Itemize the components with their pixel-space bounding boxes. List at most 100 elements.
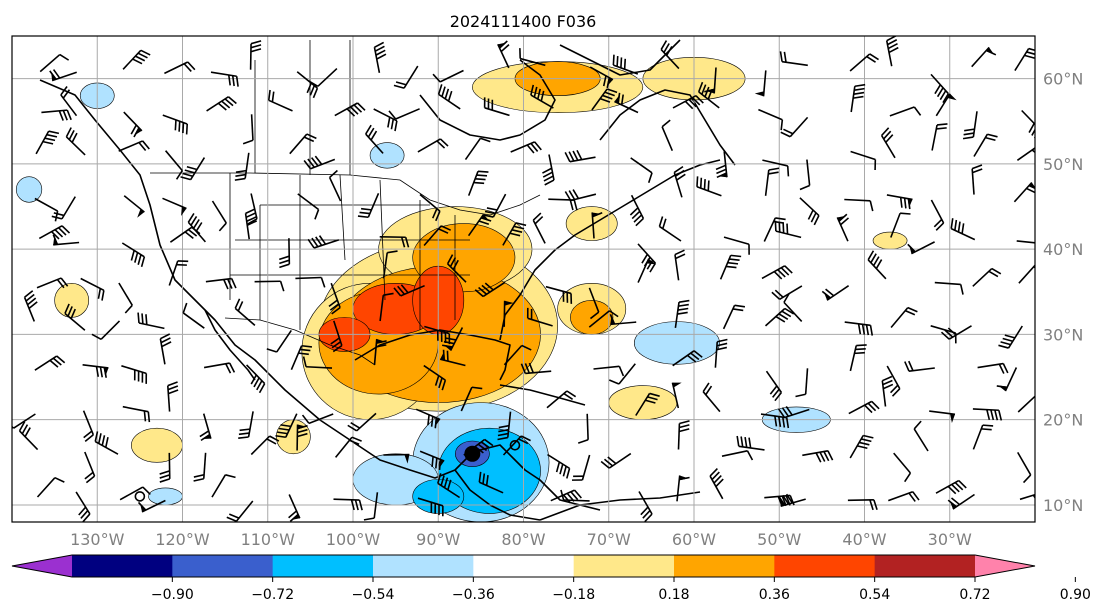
wind-barb (564, 149, 596, 163)
wind-barb (363, 492, 379, 521)
wind-barb (226, 500, 254, 522)
wind-barb (118, 140, 150, 152)
lon-tick-label: 100°W (326, 530, 381, 549)
wind-barb (774, 220, 802, 239)
wind-barb (736, 435, 765, 451)
map-frame (11, 35, 1036, 523)
wind-barb (423, 225, 452, 247)
wind-barb (886, 194, 913, 210)
storm-markers-layer (134, 439, 521, 502)
wind-barb (637, 243, 657, 273)
wind-barb (64, 303, 86, 331)
wind-barb (39, 53, 70, 73)
wind-barb (904, 360, 935, 372)
wind-barb (799, 197, 820, 226)
wind-barb (242, 114, 254, 145)
wind-barb (60, 86, 78, 117)
wind-barb (266, 329, 292, 353)
wind-barb (702, 382, 721, 413)
wind-barb (182, 302, 205, 329)
wind-barb (415, 408, 441, 429)
wind-barb (947, 493, 975, 510)
wind-barb (417, 138, 449, 153)
wind-barb (520, 362, 552, 375)
wind-barb (754, 70, 767, 97)
wind-barb (211, 474, 236, 498)
colorbar-extend-high (975, 555, 1035, 577)
wind-barb (250, 435, 280, 456)
wind-barb (164, 61, 196, 75)
wind-barb (629, 194, 645, 227)
wind-barb (867, 250, 887, 280)
wind-barb (123, 195, 145, 218)
wind-barb (672, 350, 703, 367)
wind-barb (821, 285, 850, 301)
wind-barb (279, 238, 291, 269)
wind-barb (709, 468, 724, 500)
wind-barb (972, 267, 1002, 287)
wind-barb (764, 307, 795, 327)
labrador-coastline (599, 89, 736, 166)
wind-barb (577, 413, 589, 444)
wind-barb (34, 197, 59, 222)
wind-barb (187, 213, 207, 243)
wind-barb (940, 325, 972, 340)
wind-barb (530, 84, 554, 109)
wind-barb (844, 321, 874, 336)
wind-barb (373, 338, 387, 365)
wind-barb (929, 410, 956, 423)
wind-barb (849, 53, 879, 72)
lon-tick-label: 40°W (842, 530, 886, 549)
wind-barb (275, 413, 298, 439)
colorbar-tick-label: −0.90 (151, 587, 194, 603)
wind-barb (244, 208, 258, 240)
wind-barb (123, 111, 143, 138)
wind-barb (881, 375, 894, 407)
wind-barb (502, 435, 531, 456)
wind-barb (996, 367, 1018, 392)
wind-barb (802, 449, 834, 463)
wind-barb (850, 83, 866, 113)
wind-barb (600, 452, 632, 469)
wind-barb (1016, 240, 1035, 245)
colorbar-outline (11, 554, 1036, 578)
wind-barb (850, 150, 877, 170)
wind-barb (234, 298, 256, 327)
wind-barb (34, 355, 66, 371)
wind-barb (357, 192, 380, 219)
wind-barb (347, 412, 377, 432)
wind-barb (1019, 490, 1035, 505)
wind-barb (765, 370, 783, 402)
wind-barb (467, 170, 489, 196)
wind-barb (849, 434, 874, 459)
wind-barb (441, 327, 464, 352)
wind-barb (714, 338, 728, 368)
wind-barb (303, 155, 336, 170)
wind-barb (460, 386, 483, 412)
wind-barb (907, 241, 935, 255)
wind-barb (889, 106, 922, 117)
lat-tick-label: 60°N (1043, 70, 1083, 89)
wind-barb (950, 218, 976, 241)
wind-barb (762, 159, 790, 177)
lon-tick-label: 90°W (416, 530, 460, 549)
wind-barb (609, 314, 637, 326)
wind-barb (328, 169, 342, 202)
wind-barb (328, 282, 341, 315)
wind-barb (382, 250, 398, 279)
lon-tick-label: 130°W (70, 530, 125, 549)
wind-barb (437, 473, 461, 499)
wind-barb (972, 408, 1003, 421)
wind-barb (971, 46, 997, 68)
wind-barb (373, 108, 398, 132)
wind-barb (723, 236, 750, 255)
wind-barb (307, 235, 340, 249)
wind-barb (80, 277, 105, 301)
wind-barb (419, 193, 441, 222)
wind-barb (290, 344, 313, 371)
wind-barb (388, 108, 420, 120)
wind-barb (41, 109, 72, 121)
wind-barb (890, 212, 911, 238)
wind-barb (661, 119, 674, 152)
wind-barb (1018, 263, 1035, 284)
